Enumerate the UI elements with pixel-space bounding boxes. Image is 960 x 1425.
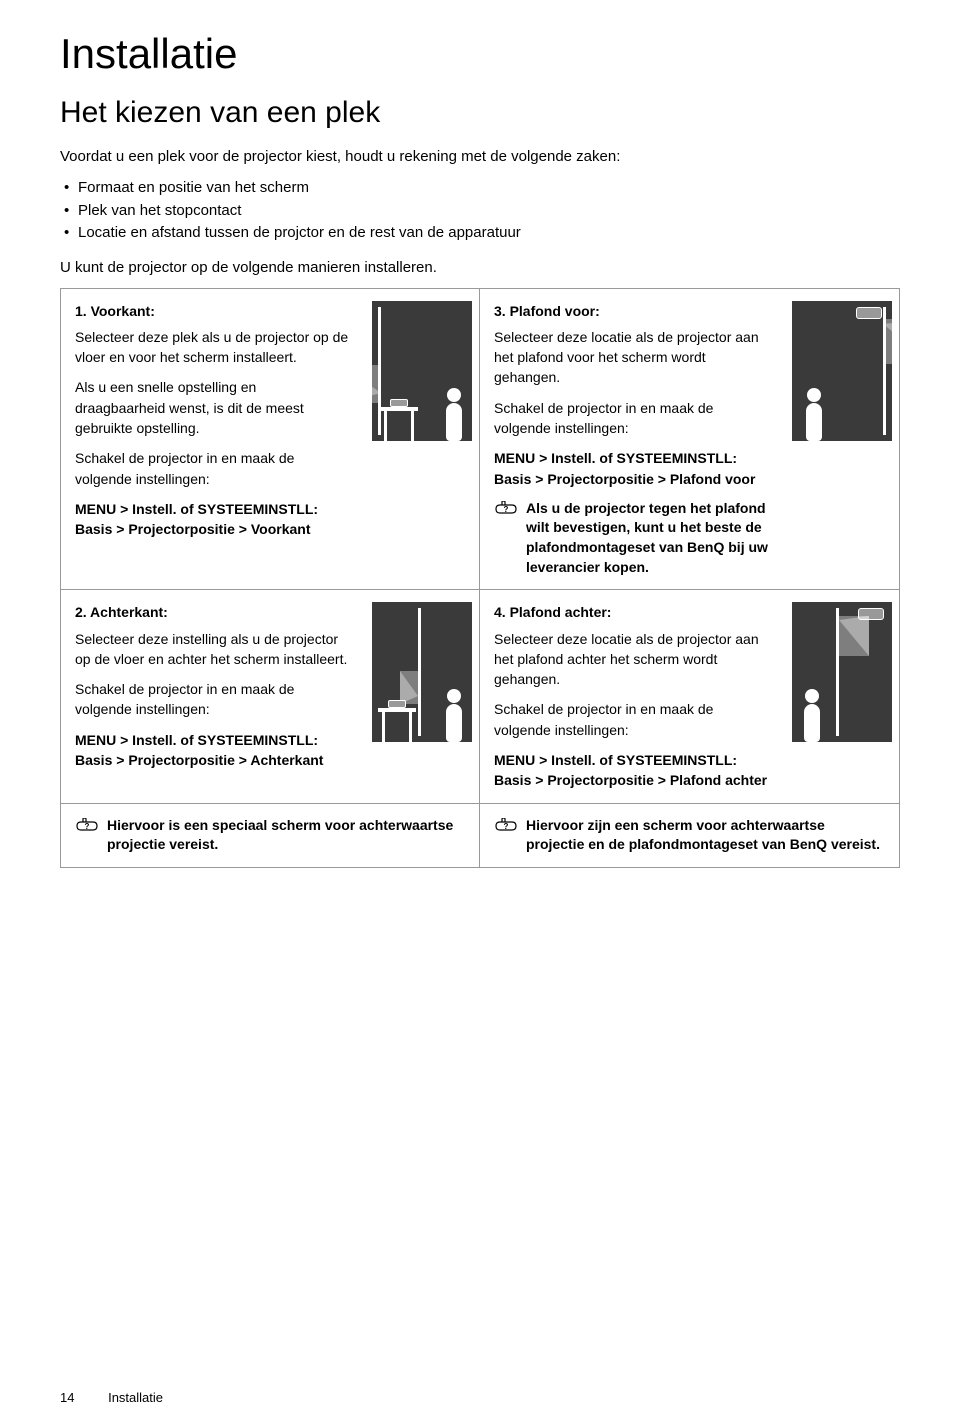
page-footer: 14 Installatie [60,1390,163,1405]
note-row: Hiervoor is een speciaal scherm voor ach… [61,804,899,867]
note-icon [494,818,518,834]
option-heading: 4. Plafond achter: [494,602,770,622]
section-title: Het kiezen van een plek [60,96,900,130]
note-icon [494,501,518,517]
text-col: 1. Voorkant: Selecteer deze plek als u d… [61,289,364,590]
option-text: Schakel de projector in en maak de volge… [494,398,770,439]
list-item: Plek van het stopcontact [60,200,900,223]
diagram-voorkant [372,301,472,441]
text-col: 2. Achterkant: Selecteer deze instelling… [61,590,364,802]
option-heading: 3. Plafond voor: [494,301,770,321]
menu-path: MENU > Instell. of SYSTEEMINSTLL: Basis … [494,750,770,791]
note-cell: Hiervoor is een speciaal scherm voor ach… [61,804,480,867]
list-item: Formaat en positie van het scherm [60,177,900,200]
post-bullets-text: U kunt de projector op de volgende manie… [60,257,900,278]
menu-path: MENU > Instell. of SYSTEEMINSTLL: Basis … [494,448,770,489]
diagram-col [784,289,899,590]
note-cell: Hiervoor zijn een scherm voor achterwaar… [480,804,899,867]
option-text: Selecteer deze plek als u de projector o… [75,327,350,368]
grid-row: 1. Voorkant: Selecteer deze plek als u d… [61,289,899,591]
diagram-plafond-achter [792,602,892,742]
option-text: Schakel de projector in en maak de volge… [494,699,770,740]
cell-plafond-voor: 3. Plafond voor: Selecteer deze locatie … [480,289,899,590]
list-item: Locatie en afstand tussen de projctor en… [60,222,900,245]
menu-path: MENU > Instell. of SYSTEEMINSTLL: Basis … [75,730,350,771]
option-text: Schakel de projector in en maak de volge… [75,679,350,720]
diagram-plafond-voor [792,301,892,441]
note-text: Hiervoor zijn een scherm voor achterwaar… [526,816,885,855]
option-text: Selecteer deze instelling als u de proje… [75,629,350,670]
note-inline: Als u de projector tegen het plafond wil… [494,499,770,577]
options-grid: 1. Voorkant: Selecteer deze plek als u d… [60,288,900,868]
note-text: Als u de projector tegen het plafond wil… [526,499,770,577]
page-number: 14 [60,1390,74,1405]
diagram-achterkant [372,602,472,742]
page-title: Installatie [60,30,900,78]
grid-row: 2. Achterkant: Selecteer deze instelling… [61,590,899,803]
cell-achterkant: 2. Achterkant: Selecteer deze instelling… [61,590,480,802]
footer-section: Installatie [108,1390,163,1405]
considerations-list: Formaat en positie van het scherm Plek v… [60,177,900,245]
note-text: Hiervoor is een speciaal scherm voor ach… [107,816,465,855]
option-heading: 2. Achterkant: [75,602,350,622]
option-text: Schakel de projector in en maak de volge… [75,448,350,489]
option-text: Selecteer deze locatie als de projector … [494,629,770,690]
diagram-col [784,590,899,802]
text-col: 3. Plafond voor: Selecteer deze locatie … [480,289,784,590]
intro-text: Voordat u een plek voor de projector kie… [60,146,900,167]
text-col: 4. Plafond achter: Selecteer deze locati… [480,590,784,802]
cell-voorkant: 1. Voorkant: Selecteer deze plek als u d… [61,289,480,590]
option-heading: 1. Voorkant: [75,301,350,321]
option-text: Als u een snelle opstelling en draagbaar… [75,377,350,438]
note-icon [75,818,99,834]
diagram-col [364,289,479,590]
cell-plafond-achter: 4. Plafond achter: Selecteer deze locati… [480,590,899,802]
option-text: Selecteer deze locatie als de projector … [494,327,770,388]
menu-path: MENU > Instell. of SYSTEEMINSTLL: Basis … [75,499,350,540]
diagram-col [364,590,479,802]
